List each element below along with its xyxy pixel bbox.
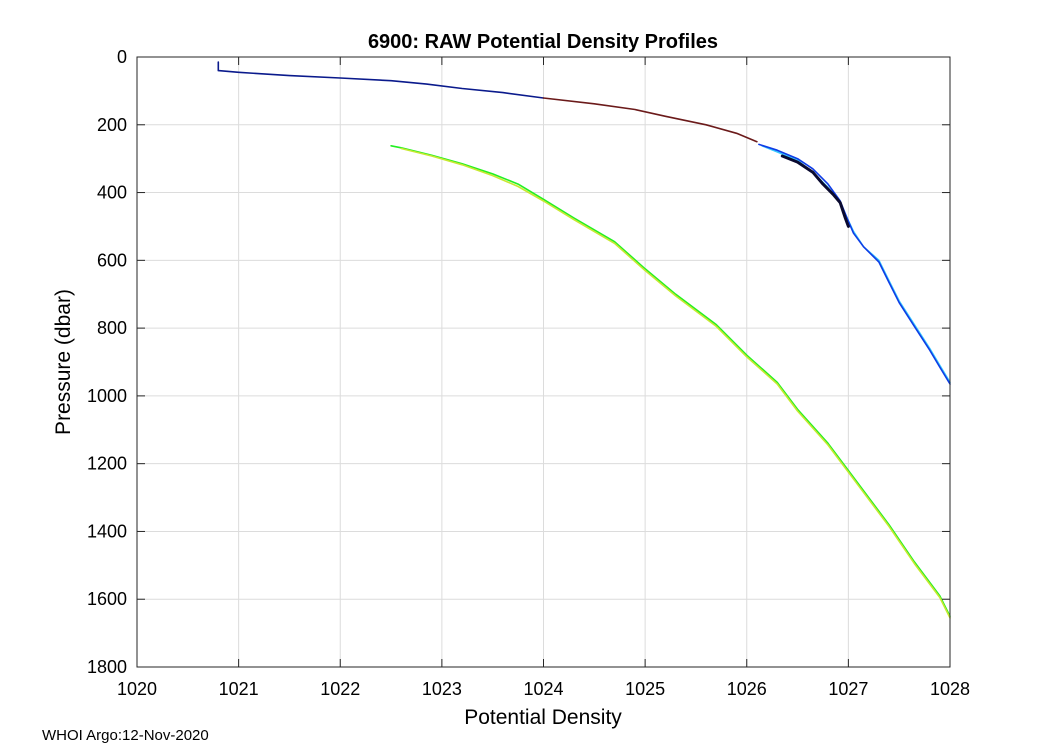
series-layer xyxy=(217,61,951,619)
x-tick-label: 1028 xyxy=(930,679,970,699)
x-tick-label: 1025 xyxy=(625,679,665,699)
series-line-5 xyxy=(390,145,951,618)
footer-credit: WHOI Argo:12-Nov-2020 xyxy=(42,727,209,744)
axis-ticks xyxy=(136,56,951,668)
y-tick-label: 600 xyxy=(97,250,127,270)
series-line-1 xyxy=(542,97,758,143)
series-line-2 xyxy=(761,145,951,384)
x-tick-label: 1021 xyxy=(219,679,259,699)
x-tick-label: 1026 xyxy=(727,679,767,699)
series-line-0 xyxy=(217,61,545,99)
y-tick-label: 0 xyxy=(117,47,127,67)
series-line-4 xyxy=(780,154,850,228)
series-line-6 xyxy=(400,147,951,619)
y-tick-label: 1600 xyxy=(87,589,127,609)
y-tick-label: 400 xyxy=(97,183,127,203)
x-tick-label: 1027 xyxy=(828,679,868,699)
x-tick-label: 1023 xyxy=(422,679,462,699)
y-tick-label: 200 xyxy=(97,115,127,135)
y-tick-label: 1000 xyxy=(87,386,127,406)
y-tick-label: 1800 xyxy=(87,657,127,677)
chart-title: 6900: RAW Potential Density Profiles xyxy=(368,31,718,53)
x-tick-label: 1024 xyxy=(523,679,563,699)
y-tick-label: 1200 xyxy=(87,454,127,474)
y-tick-label: 1400 xyxy=(87,521,127,541)
x-tick-label: 1022 xyxy=(320,679,360,699)
y-axis-label: Pressure (dbar) xyxy=(52,289,75,435)
y-axis-tick-labels: 0 200 400 600 800 1000 1200 1400 1600 1800 xyxy=(87,47,127,677)
series-line-3 xyxy=(758,143,951,385)
x-axis-label: Potential Density xyxy=(464,706,622,729)
grid-lines xyxy=(136,56,951,668)
x-axis-tick-labels: 1020 1021 1022 1023 1024 1025 1026 1027 1028 xyxy=(117,679,970,699)
y-tick-label: 800 xyxy=(97,318,127,338)
x-tick-label: 1020 xyxy=(117,679,157,699)
